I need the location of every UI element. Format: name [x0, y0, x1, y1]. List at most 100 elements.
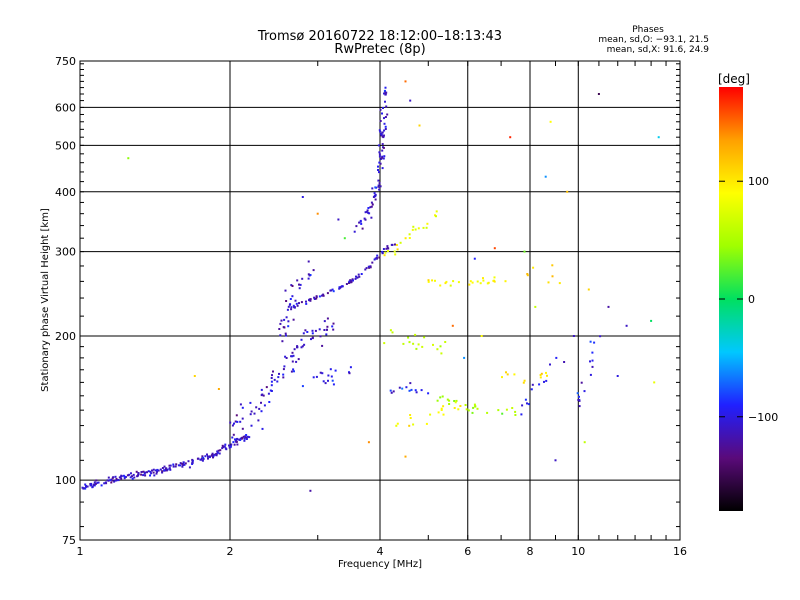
data-point — [449, 284, 452, 287]
data-point — [296, 345, 299, 348]
data-point — [539, 376, 542, 379]
data-point — [425, 422, 428, 425]
data-point — [301, 385, 304, 388]
data-point — [300, 346, 303, 349]
data-point — [377, 185, 380, 188]
data-point — [232, 433, 235, 436]
data-point — [497, 409, 500, 412]
data-point — [409, 417, 412, 419]
data-point — [414, 389, 417, 392]
data-point — [338, 287, 341, 290]
data-point — [391, 331, 394, 334]
data-point — [486, 411, 489, 414]
data-point — [142, 470, 145, 473]
data-point — [302, 332, 305, 335]
data-point — [283, 318, 286, 321]
data-point — [589, 373, 592, 376]
data-point — [395, 244, 398, 246]
data-point — [332, 322, 335, 325]
data-point — [106, 479, 109, 482]
data-point — [384, 93, 387, 96]
data-point — [372, 196, 375, 198]
y-tick-label: 500 — [55, 139, 76, 152]
colorbar-label: [deg] — [718, 72, 750, 86]
data-point — [376, 254, 379, 257]
data-point — [113, 480, 116, 483]
data-point — [319, 335, 322, 338]
data-point — [463, 356, 466, 359]
data-point — [379, 120, 382, 122]
data-point — [471, 411, 474, 414]
data-point — [355, 225, 358, 228]
data-point — [295, 302, 298, 305]
data-point — [459, 405, 462, 407]
data-point — [366, 209, 369, 212]
data-point — [326, 317, 329, 320]
data-point — [599, 335, 602, 338]
data-point — [292, 354, 295, 357]
data-point — [223, 445, 226, 448]
data-point — [378, 171, 380, 174]
data-point — [282, 376, 285, 379]
data-point — [123, 477, 126, 480]
data-point — [345, 283, 348, 285]
data-point — [295, 360, 298, 363]
data-point — [382, 107, 384, 109]
data-point — [114, 479, 117, 482]
data-point — [378, 256, 381, 259]
data-point — [545, 379, 548, 382]
data-point — [243, 437, 246, 440]
data-point — [382, 248, 385, 250]
data-point — [288, 303, 291, 306]
data-point — [93, 481, 96, 484]
data-point — [326, 328, 328, 331]
x-tick-label: 6 — [464, 545, 471, 558]
data-point — [451, 324, 454, 327]
data-point — [527, 403, 530, 406]
data-point — [423, 336, 426, 339]
data-point — [534, 305, 537, 308]
data-point — [435, 215, 437, 218]
data-point — [206, 453, 208, 456]
data-point — [258, 407, 261, 410]
data-point — [427, 280, 430, 283]
data-point — [455, 399, 458, 402]
data-point — [268, 401, 271, 403]
data-point — [287, 325, 290, 328]
data-point — [337, 218, 340, 221]
data-point — [208, 455, 211, 458]
data-point — [520, 413, 523, 416]
data-point — [395, 424, 398, 427]
data-point — [269, 389, 272, 392]
data-point — [523, 379, 526, 382]
data-point — [523, 250, 526, 253]
data-point — [236, 420, 239, 423]
data-point — [370, 205, 373, 208]
data-point — [545, 371, 547, 374]
plot-area: 1 2 4 6 8 10 16 75 100 200 300 400 500 600 750 — [55, 55, 687, 558]
data-point — [563, 361, 566, 363]
data-point — [309, 298, 312, 301]
data-point — [159, 468, 162, 471]
data-point — [524, 398, 527, 401]
y-tick-label: 75 — [62, 534, 76, 547]
data-point — [566, 190, 569, 193]
data-point — [453, 400, 456, 402]
data-point — [412, 342, 415, 345]
data-point — [457, 281, 460, 284]
data-point — [383, 117, 385, 120]
data-point — [114, 475, 117, 478]
data-point — [396, 248, 399, 251]
data-point — [514, 410, 517, 413]
colorbar-tick-label: 0 — [748, 293, 755, 306]
data-point — [136, 475, 139, 478]
data-point — [151, 469, 153, 472]
data-point — [385, 105, 388, 108]
data-point — [436, 399, 439, 402]
data-point — [355, 275, 357, 278]
data-point — [521, 404, 524, 407]
data-point — [378, 155, 381, 158]
data-point — [276, 380, 279, 383]
x-tick-label: 4 — [377, 545, 384, 558]
data-point — [283, 365, 286, 368]
